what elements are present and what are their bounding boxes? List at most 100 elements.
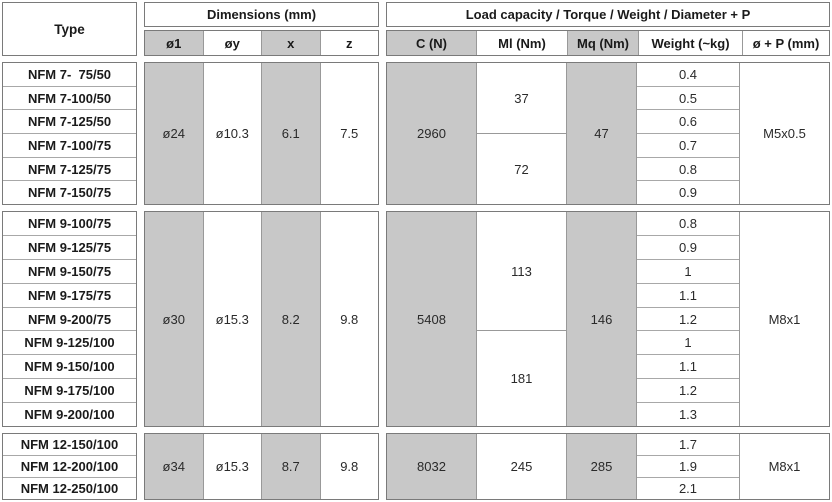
column-gutter	[137, 62, 144, 205]
weight-cell: 0.7	[637, 133, 739, 157]
col-header-d1: ø1	[145, 31, 203, 55]
col-header-ml: Ml (Nm)	[476, 31, 567, 55]
dim-x-cell: 6.1	[261, 63, 320, 204]
weight-cell: 1.9	[637, 455, 739, 477]
column-gutter	[379, 433, 386, 500]
type-header-label: Type	[54, 21, 85, 37]
type-cell: NFM 9-150/75	[3, 258, 136, 283]
weight-cell: 1	[637, 330, 739, 354]
weight-column: 1.7 1.9 2.1	[636, 434, 739, 499]
group-nfm9: NFM 9-100/75 NFM 9-125/75 NFM 9-150/75 N…	[2, 211, 830, 427]
c-cell: 5408	[387, 212, 476, 426]
header-load-group: Load capacity / Torque / Weight / Diamet…	[386, 2, 830, 56]
c-cell: 2960	[387, 63, 476, 204]
dim-d1-cell: ø24	[145, 63, 203, 204]
weight-cell: 2.1	[637, 477, 739, 499]
dim-dy-cell: ø15.3	[202, 434, 262, 499]
weight-cell: 0.4	[678, 66, 698, 82]
type-cell: NFM 7-150/75	[3, 180, 136, 204]
load-block: 8032 245 285 1.7 1.9 2.1 M8x1	[386, 433, 830, 500]
mq-cell: 285	[566, 434, 636, 499]
ml-cell: 181	[477, 330, 566, 426]
load-block: 2960 37 72 47 0.4 0.5 0.6 0.7 0.8 0.9 M5…	[386, 62, 830, 205]
dimensions-block: ø30 ø15.3 8.2 9.8	[144, 211, 379, 427]
col-header-z: z	[319, 31, 379, 55]
dim-dy-cell: ø15.3	[202, 212, 262, 426]
column-gutter	[137, 2, 144, 56]
weight-cell: 0.5	[637, 85, 739, 110]
type-cell: NFM 7-125/50	[3, 109, 136, 133]
col-header-weight: Weight (~kg)	[638, 31, 742, 55]
col-header-thread: ø + P (mm)	[742, 31, 829, 55]
thread-cell: M5x0.5	[739, 63, 829, 204]
ml-column: 113 181	[476, 212, 566, 426]
dimensions-block: ø34 ø15.3 8.7 9.8	[144, 433, 379, 500]
column-gutter	[379, 2, 386, 56]
thread-cell: M8x1	[739, 434, 829, 499]
type-column: NFM 7- 75/50 NFM 7-100/50 NFM 7-125/50 N…	[2, 62, 137, 205]
type-cell: NFM 9-150/100	[3, 354, 136, 378]
type-cell: NFM 9-200/100	[3, 402, 136, 426]
dim-z-cell: 9.8	[319, 434, 379, 499]
type-cell: NFM 12-150/100	[20, 437, 119, 452]
ml-cell: 113	[511, 263, 532, 279]
col-header-mq: Mq (Nm)	[567, 31, 638, 55]
group-nfm7: NFM 7- 75/50 NFM 7-100/50 NFM 7-125/50 N…	[2, 62, 830, 205]
dim-x-cell: 8.2	[261, 212, 320, 426]
type-cell: NFM 9-125/75	[3, 234, 136, 259]
col-header-dy: øy	[202, 31, 262, 55]
weight-cell: 1.1	[637, 282, 739, 307]
header-dimensions-group: Dimensions (mm) ø1 øy x z	[144, 2, 379, 56]
load-block: 5408 113 181 146 0.8 0.9 1 1.1 1.2 1 1.1…	[386, 211, 830, 427]
dim-z-cell: 7.5	[319, 63, 379, 204]
weight-cell: 1.2	[637, 378, 739, 402]
ml-column: 245	[476, 434, 566, 499]
type-cell: NFM 7-100/75	[3, 133, 136, 157]
dim-d1-cell: ø30	[145, 212, 203, 426]
type-cell: NFM 7-125/75	[3, 156, 136, 181]
dimensions-block: ø24 ø10.3 6.1 7.5	[144, 62, 379, 205]
ml-column: 37 72	[476, 63, 566, 204]
weight-cell: 1.3	[637, 402, 739, 426]
type-cell: NFM 9-200/75	[3, 306, 136, 331]
dimensions-subheader-row: ø1 øy x z	[144, 30, 379, 56]
column-gutter	[137, 433, 144, 500]
weight-cell: 0.8	[637, 156, 739, 181]
weight-column: 0.8 0.9 1 1.1 1.2 1 1.1 1.2 1.3	[636, 212, 739, 426]
header-type-cell: Type	[2, 2, 137, 56]
column-gutter	[379, 211, 386, 427]
ml-cell: 72	[477, 133, 566, 204]
ml-cell: 37	[514, 90, 529, 106]
type-cell: NFM 12-250/100	[3, 477, 136, 499]
dim-d1-cell: ø34	[145, 434, 203, 499]
weight-column: 0.4 0.5 0.6 0.7 0.8 0.9	[636, 63, 739, 204]
ml-cell: 245	[510, 459, 533, 474]
c-cell: 8032	[387, 434, 476, 499]
load-subheader-row: C (N) Ml (Nm) Mq (Nm) Weight (~kg) ø + P…	[386, 30, 830, 56]
weight-cell: 1	[637, 258, 739, 283]
dim-dy-cell: ø10.3	[202, 63, 262, 204]
weight-cell: 1.7	[678, 437, 698, 452]
type-cell: NFM 7-100/50	[3, 85, 136, 110]
dim-z-cell: 9.8	[319, 212, 379, 426]
table-header: Type Dimensions (mm) ø1 øy x z Load capa…	[2, 2, 830, 56]
type-column: NFM 9-100/75 NFM 9-125/75 NFM 9-150/75 N…	[2, 211, 137, 427]
dimensions-group-title: Dimensions (mm)	[144, 2, 379, 27]
type-cell: NFM 9-100/75	[27, 215, 112, 231]
thread-cell: M8x1	[739, 212, 829, 426]
load-group-title: Load capacity / Torque / Weight / Diamet…	[386, 2, 830, 27]
col-header-x: x	[261, 31, 320, 55]
weight-cell: 1.1	[637, 354, 739, 378]
mq-cell: 47	[566, 63, 636, 204]
type-column: NFM 12-150/100 NFM 12-200/100 NFM 12-250…	[2, 433, 137, 500]
type-cell: NFM 7- 75/50	[27, 66, 112, 82]
type-cell: NFM 9-125/100	[3, 330, 136, 354]
weight-cell: 0.8	[678, 215, 698, 231]
weight-cell: 1.2	[637, 306, 739, 331]
type-cell: NFM 12-200/100	[3, 455, 136, 477]
col-header-c: C (N)	[387, 31, 476, 55]
group-nfm12: NFM 12-150/100 NFM 12-200/100 NFM 12-250…	[2, 433, 830, 500]
type-cell: NFM 9-175/100	[3, 378, 136, 402]
weight-cell: 0.6	[637, 109, 739, 133]
